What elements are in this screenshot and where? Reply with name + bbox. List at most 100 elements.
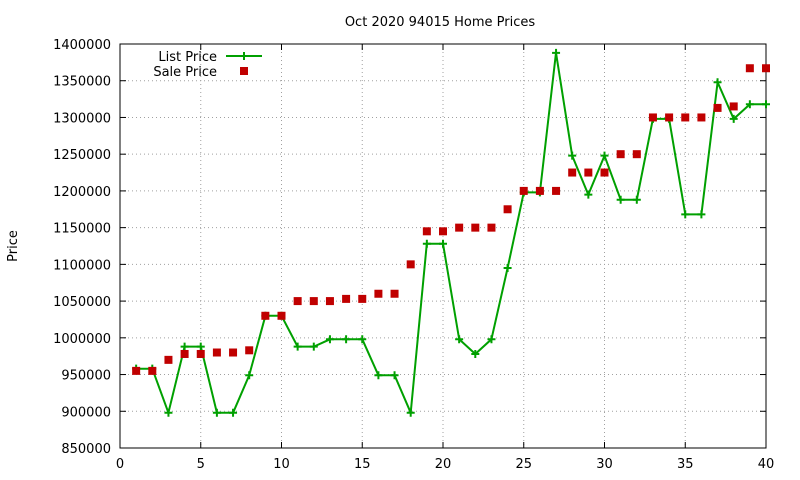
y-tick-label: 1350000	[53, 75, 111, 90]
y-tick-label: 900000	[61, 405, 111, 420]
x-tick-label: 5	[197, 457, 205, 472]
sale-price-point	[325, 297, 334, 306]
x-tick-label: 10	[273, 457, 290, 472]
sale-price-point	[616, 150, 625, 159]
legend-marker-sale-price	[240, 67, 248, 75]
sale-price-point	[762, 64, 770, 73]
sale-price-point	[697, 113, 706, 122]
sale-price-point	[180, 349, 189, 358]
list-price-point	[503, 264, 512, 273]
ticks-layer: 850000 900000 950000 1000000 1050000 1100000 1…	[53, 38, 774, 472]
x-tick-label: 20	[435, 457, 452, 472]
list-price-point	[422, 239, 431, 248]
list-price-point	[439, 239, 447, 248]
list-price-point	[471, 349, 480, 358]
sale-price-point	[713, 103, 722, 112]
legend-label-list-price: List Price	[158, 50, 217, 65]
sale-price-point	[245, 346, 254, 355]
y-tick-label: 1100000	[53, 258, 111, 273]
y-tick-label: 1150000	[53, 222, 111, 237]
list-price-point	[552, 48, 561, 57]
sale-price-point	[277, 311, 286, 320]
y-tick-label: 950000	[61, 369, 111, 384]
y-tick-label: 1200000	[53, 185, 111, 200]
y-axis-label: Price	[6, 230, 21, 262]
sale-price-point	[503, 205, 512, 214]
sale-price-point	[390, 289, 399, 298]
list-price-point	[390, 371, 399, 380]
sale-price-point	[552, 186, 561, 195]
x-tick-label: 15	[354, 457, 371, 472]
sale-price-point	[600, 168, 609, 177]
sale-price-point	[665, 113, 674, 122]
sale-price-point	[164, 355, 173, 364]
sale-price-point	[309, 297, 318, 306]
sale-price-point	[568, 168, 577, 177]
sale-price-point	[196, 349, 205, 358]
sale-price-point	[519, 186, 528, 195]
list-price-point	[568, 151, 577, 160]
list-price-point	[762, 100, 770, 109]
x-tick-label: 35	[677, 457, 694, 472]
sale-price-point	[745, 64, 754, 73]
legend-marker-list-price	[240, 52, 248, 60]
list-price-point	[616, 195, 625, 204]
list-price-point	[180, 342, 189, 351]
list-price-point	[681, 210, 690, 219]
sale-price-point	[229, 348, 238, 357]
list-price-point	[697, 210, 706, 219]
list-price-point	[584, 190, 593, 199]
sale-price-point	[439, 227, 447, 236]
legend-label-sale-price: Sale Price	[153, 65, 217, 80]
y-tick-label: 1400000	[53, 38, 111, 53]
sale-price-point	[342, 294, 351, 303]
list-price-point	[713, 78, 722, 87]
list-price-point	[487, 335, 496, 344]
sale-price-point	[261, 311, 270, 320]
y-tick-label: 850000	[61, 442, 111, 457]
x-tick-label: 40	[758, 457, 775, 472]
sale-price-point	[487, 223, 496, 232]
sale-price-point	[293, 297, 302, 306]
legend: List Price Sale Price	[153, 50, 262, 80]
sale-price-point	[632, 150, 641, 159]
list-price-point	[229, 408, 238, 417]
sale-price-point	[148, 366, 157, 375]
sale-price-point	[729, 102, 738, 111]
chart-title: Oct 2020 94015 Home Prices	[345, 15, 536, 30]
sale-price-point	[358, 294, 367, 303]
sale-price-point	[681, 113, 690, 122]
y-tick-label: 1050000	[53, 295, 111, 310]
list-price-point	[325, 335, 334, 344]
list-price-point	[600, 151, 609, 160]
list-price-point	[745, 100, 754, 109]
sale-price-point	[455, 223, 464, 232]
list-price-point	[729, 114, 738, 123]
sale-price-point	[584, 168, 593, 177]
list-price-point	[293, 342, 302, 351]
list-price-point	[455, 335, 464, 344]
list-price-point	[164, 408, 173, 417]
list-price-point	[374, 371, 383, 380]
list-price-point	[632, 195, 641, 204]
sale-price-point	[535, 186, 544, 195]
y-tick-label: 1000000	[53, 332, 111, 347]
sale-price-point	[422, 227, 431, 236]
list-price-point	[358, 335, 367, 344]
list-price-point	[245, 371, 254, 380]
grid-layer	[120, 44, 766, 448]
y-tick-label: 1250000	[53, 148, 111, 163]
list-price-point	[342, 335, 351, 344]
list-price-point	[196, 342, 205, 351]
x-tick-label: 25	[515, 457, 532, 472]
x-tick-label: 30	[596, 457, 613, 472]
sale-price-point	[374, 289, 383, 298]
sale-price-point	[471, 223, 480, 232]
sale-price-point	[212, 348, 221, 357]
list-price-point	[212, 408, 221, 417]
list-price-point	[309, 342, 318, 351]
sale-price-point	[648, 113, 657, 122]
y-tick-label: 1300000	[53, 111, 111, 126]
sale-price-point	[406, 260, 415, 269]
